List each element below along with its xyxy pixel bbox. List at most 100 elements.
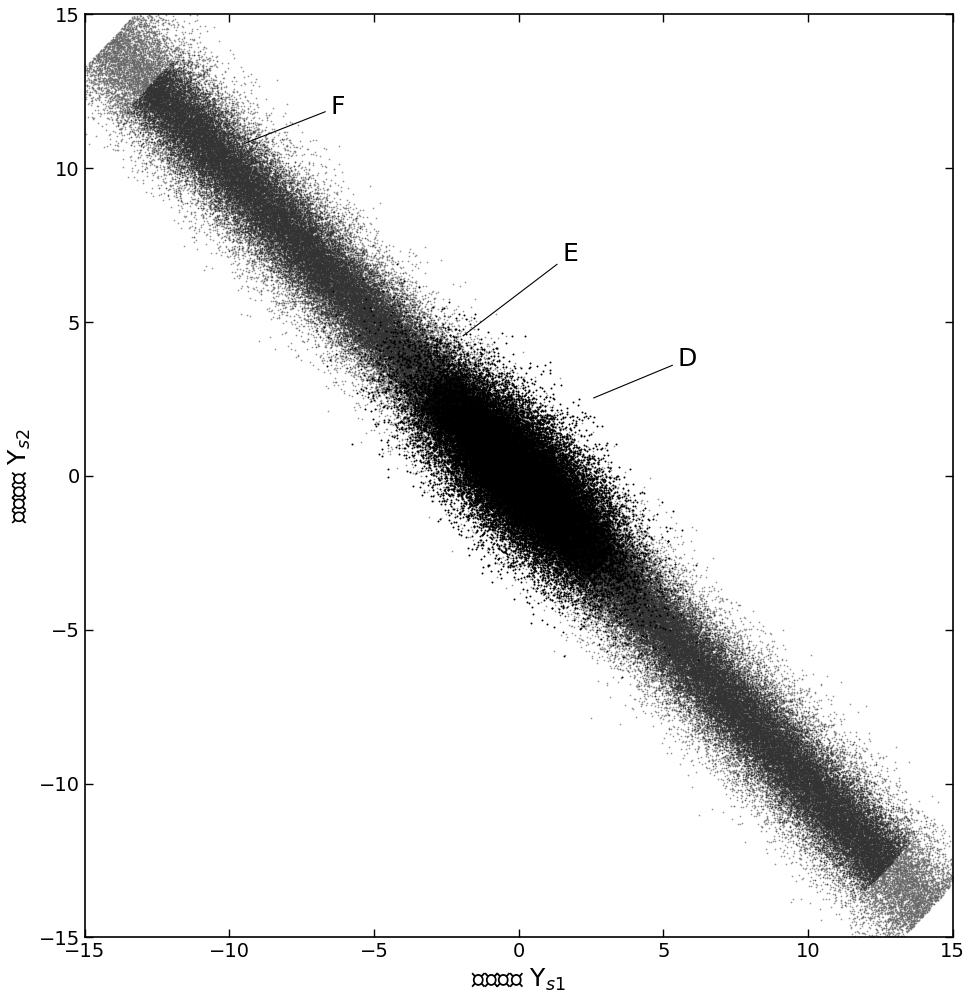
- Point: [266, 190, 282, 206]
- Point: [475, 445, 491, 461]
- Point: [383, 357, 399, 373]
- Point: [597, 543, 612, 559]
- Point: [510, 409, 526, 425]
- Point: [542, 498, 558, 514]
- Point: [189, 147, 204, 163]
- Point: [570, 529, 585, 545]
- Point: [429, 418, 444, 434]
- Point: [550, 514, 566, 530]
- Point: [399, 341, 414, 357]
- Point: [345, 258, 361, 274]
- Point: [460, 405, 475, 421]
- Point: [778, 785, 793, 801]
- Point: [596, 550, 611, 566]
- Point: [484, 516, 500, 532]
- Point: [628, 593, 643, 609]
- Point: [734, 729, 749, 745]
- Point: [139, 62, 155, 78]
- Point: [799, 741, 815, 757]
- Point: [211, 158, 226, 174]
- Point: [749, 743, 765, 759]
- Point: [782, 706, 798, 722]
- Point: [446, 426, 462, 442]
- Point: [655, 663, 671, 679]
- Point: [601, 542, 616, 558]
- Point: [660, 627, 676, 643]
- Point: [483, 447, 499, 463]
- Point: [468, 399, 483, 415]
- Point: [190, 132, 205, 148]
- Point: [677, 645, 693, 661]
- Point: [494, 440, 509, 456]
- Point: [498, 465, 513, 481]
- Point: [291, 225, 306, 241]
- Point: [576, 553, 592, 569]
- Point: [416, 411, 432, 427]
- Point: [608, 575, 623, 591]
- Point: [453, 457, 469, 473]
- Point: [462, 424, 477, 440]
- Point: [534, 482, 549, 498]
- Point: [502, 448, 517, 464]
- Point: [175, 51, 191, 67]
- Point: [701, 683, 716, 699]
- Point: [343, 312, 359, 328]
- Point: [505, 462, 521, 478]
- Point: [520, 479, 536, 495]
- Point: [232, 184, 248, 200]
- Point: [530, 502, 545, 518]
- Point: [345, 317, 361, 333]
- Point: [480, 502, 496, 518]
- Point: [239, 152, 255, 168]
- Point: [781, 739, 797, 755]
- Point: [180, 115, 195, 131]
- Point: [151, 53, 166, 69]
- Point: [470, 458, 486, 474]
- Point: [389, 291, 404, 307]
- Point: [468, 444, 483, 460]
- Point: [593, 441, 608, 457]
- Point: [382, 344, 398, 360]
- Point: [247, 167, 262, 183]
- Point: [657, 632, 673, 648]
- Point: [483, 435, 499, 451]
- Point: [469, 429, 484, 445]
- Point: [413, 312, 429, 328]
- Point: [354, 309, 369, 325]
- Point: [296, 191, 312, 207]
- Point: [767, 759, 782, 775]
- Point: [655, 619, 671, 635]
- Point: [355, 376, 370, 392]
- Point: [300, 192, 316, 208]
- Point: [527, 473, 542, 489]
- Point: [419, 417, 434, 433]
- Point: [379, 329, 395, 345]
- Point: [535, 441, 550, 457]
- Point: [661, 652, 677, 668]
- Point: [615, 617, 631, 633]
- Point: [449, 472, 465, 488]
- Point: [564, 546, 579, 562]
- Point: [716, 723, 732, 739]
- Point: [806, 837, 821, 853]
- Point: [395, 328, 410, 344]
- Point: [245, 164, 260, 180]
- Point: [871, 859, 886, 875]
- Point: [485, 427, 501, 443]
- Point: [572, 532, 587, 548]
- Point: [506, 429, 522, 445]
- Point: [534, 495, 549, 511]
- Point: [176, 92, 191, 108]
- Point: [556, 527, 572, 543]
- Point: [516, 467, 532, 483]
- Point: [663, 627, 678, 643]
- Point: [625, 615, 641, 631]
- Point: [252, 333, 267, 349]
- Point: [175, 144, 191, 160]
- Point: [575, 528, 591, 544]
- Point: [677, 617, 693, 633]
- Point: [200, 121, 216, 137]
- Point: [430, 401, 445, 417]
- Point: [457, 455, 472, 471]
- Point: [306, 255, 322, 271]
